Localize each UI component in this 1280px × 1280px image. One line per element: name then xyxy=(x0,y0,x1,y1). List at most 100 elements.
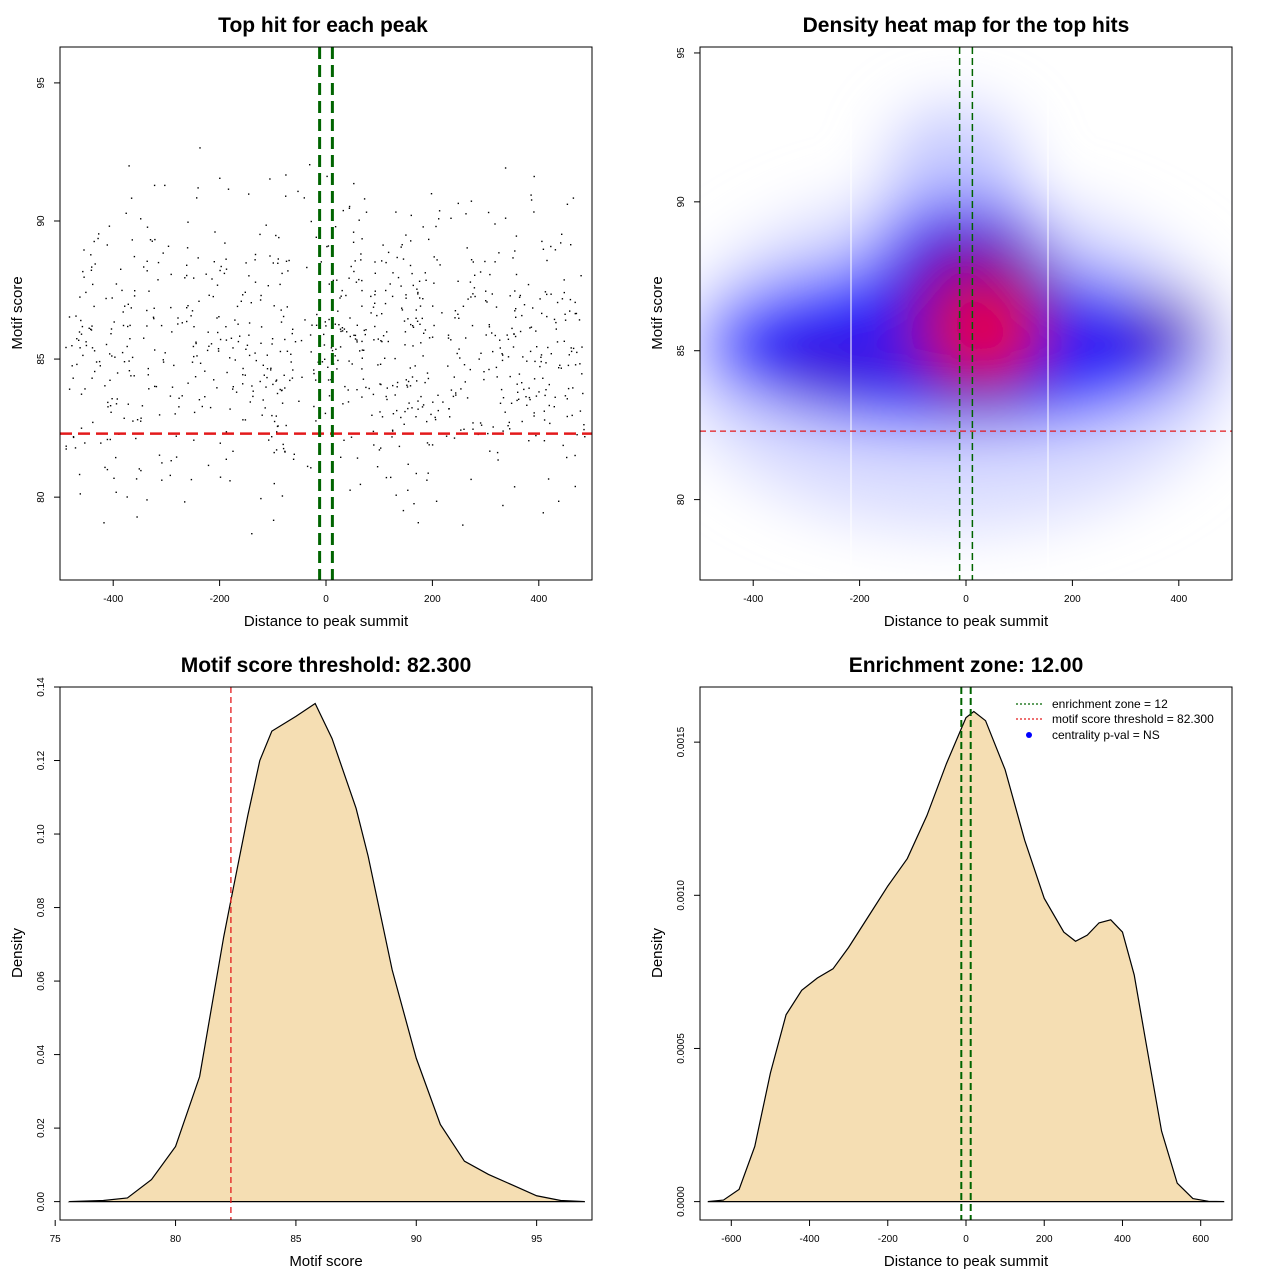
scatter-point xyxy=(82,354,84,357)
scatter-point xyxy=(133,375,135,377)
scatter-point xyxy=(536,346,538,348)
scatter-point xyxy=(486,301,488,303)
scatter-point xyxy=(131,239,133,241)
scatter-point xyxy=(252,395,254,398)
scatter-point xyxy=(579,363,581,365)
scatter-point xyxy=(509,295,511,297)
scatter-point xyxy=(199,147,201,149)
scatter-point xyxy=(521,382,523,384)
scatter-point xyxy=(374,294,376,296)
scatter-point xyxy=(439,264,441,266)
scatter-point xyxy=(136,516,138,518)
scatter-point xyxy=(72,436,75,439)
scatter-point xyxy=(568,354,570,356)
scatter-point xyxy=(412,326,415,328)
scatter-point xyxy=(457,202,459,205)
scatter-point xyxy=(148,290,150,292)
scatter-point xyxy=(535,330,537,332)
scatter-point xyxy=(113,321,115,323)
scatter-point xyxy=(494,261,496,263)
scatter-point xyxy=(555,328,557,330)
scatter-point xyxy=(141,405,144,407)
scatter-point xyxy=(501,353,503,355)
scatter-point xyxy=(285,260,288,262)
scatter-point xyxy=(122,311,124,313)
scatter-point xyxy=(341,289,343,292)
scatter-point xyxy=(232,386,234,388)
scatter-point xyxy=(381,260,383,262)
scatter-point xyxy=(361,396,363,398)
scatter-point xyxy=(315,420,317,422)
scatter-point xyxy=(392,413,395,415)
scatter-point xyxy=(545,389,547,391)
scatter-point xyxy=(483,371,485,373)
distance-density-y-ticks: 0.0000 0.0005 0.0010 0.0015 xyxy=(676,726,700,1217)
scatter-point xyxy=(313,369,315,371)
scatter-point xyxy=(92,421,94,424)
scatter-point xyxy=(423,332,425,334)
scatter-point xyxy=(583,428,585,431)
scatter-point xyxy=(515,273,518,276)
scatter-point xyxy=(169,474,171,477)
scatter-point xyxy=(373,444,375,446)
scatter-point xyxy=(271,436,273,438)
scatter-point xyxy=(280,389,283,392)
scatter-point xyxy=(553,406,555,408)
scatter-point xyxy=(248,193,250,195)
scatter-point xyxy=(340,330,342,333)
scatter-point xyxy=(391,429,394,431)
scatter-point xyxy=(471,324,474,327)
scatter-point xyxy=(342,403,344,405)
scatter-point xyxy=(249,401,251,403)
scatter-point xyxy=(447,337,450,339)
scatter-point xyxy=(327,366,329,368)
scatter-point xyxy=(426,442,429,444)
scatter-point xyxy=(533,378,536,380)
scatter-point xyxy=(385,289,387,292)
scatter-point xyxy=(276,425,279,428)
scatter-point xyxy=(563,279,565,281)
scatter-point xyxy=(545,362,547,364)
scatter-point xyxy=(147,374,149,376)
scatter-point xyxy=(410,323,412,326)
scatter-point xyxy=(358,278,360,281)
scatter-point xyxy=(281,272,283,275)
scatter-point xyxy=(362,378,365,380)
scatter-point xyxy=(326,175,328,178)
distance-density-x-ticks: -600 -400 -200 0 200 400 600 xyxy=(721,1220,1209,1245)
scatter-point xyxy=(328,318,330,321)
scatter-point xyxy=(85,291,87,294)
score-density-y-tick-label: 0.08 xyxy=(36,897,47,917)
scatter-point xyxy=(374,272,376,274)
scatter-point xyxy=(424,381,426,384)
scatter-point xyxy=(548,383,550,386)
scatter-x-tick-label: -200 xyxy=(210,594,230,605)
scatter-point xyxy=(148,388,150,390)
scatter-point xyxy=(387,251,390,254)
scatter-point xyxy=(521,314,523,317)
scatter-point xyxy=(395,494,397,496)
scatter-point xyxy=(214,231,216,233)
scatter-point xyxy=(512,346,515,348)
scatter-x-axis-label: Distance to peak summit xyxy=(244,613,409,630)
scatter-point xyxy=(220,265,222,268)
scatter-point xyxy=(206,349,209,352)
scatter-point xyxy=(98,233,100,235)
scatter-point xyxy=(424,329,427,331)
scatter-point xyxy=(78,473,81,476)
scatter-point xyxy=(576,351,578,354)
scatter-point xyxy=(371,414,373,416)
scatter-point xyxy=(349,317,351,319)
scatter-point xyxy=(313,372,315,375)
scatter-point xyxy=(330,347,333,349)
scatter-point xyxy=(284,387,286,389)
heatmap-x-tick-label: 200 xyxy=(1064,594,1081,605)
scatter-point xyxy=(273,482,275,485)
scatter-point xyxy=(133,295,136,297)
scatter-point xyxy=(574,485,576,488)
scatter-point xyxy=(434,416,436,419)
scatter-point xyxy=(544,394,546,397)
scatter-point xyxy=(542,512,544,514)
scatter-point xyxy=(327,379,330,381)
scatter-point xyxy=(574,454,576,457)
